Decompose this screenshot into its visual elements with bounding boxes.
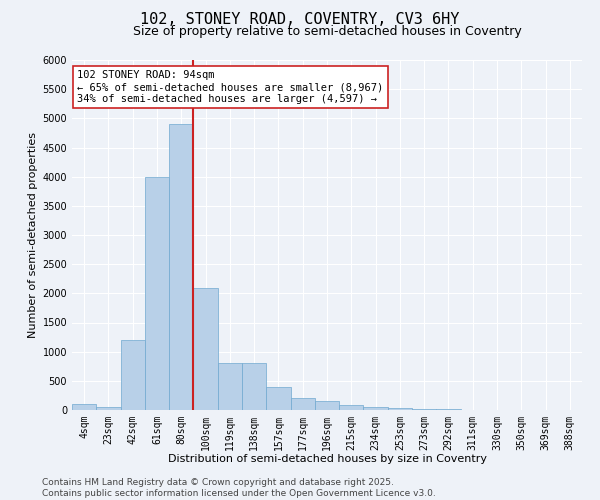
X-axis label: Distribution of semi-detached houses by size in Coventry: Distribution of semi-detached houses by … bbox=[167, 454, 487, 464]
Bar bbox=[242, 364, 266, 410]
Bar bbox=[145, 176, 169, 410]
Bar bbox=[364, 407, 388, 410]
Bar bbox=[290, 398, 315, 410]
Text: Contains HM Land Registry data © Crown copyright and database right 2025.
Contai: Contains HM Land Registry data © Crown c… bbox=[42, 478, 436, 498]
Text: 102 STONEY ROAD: 94sqm
← 65% of semi-detached houses are smaller (8,967)
34% of : 102 STONEY ROAD: 94sqm ← 65% of semi-det… bbox=[77, 70, 383, 104]
Bar bbox=[218, 364, 242, 410]
Y-axis label: Number of semi-detached properties: Number of semi-detached properties bbox=[28, 132, 38, 338]
Bar bbox=[266, 387, 290, 410]
Bar bbox=[96, 407, 121, 410]
Text: 102, STONEY ROAD, COVENTRY, CV3 6HY: 102, STONEY ROAD, COVENTRY, CV3 6HY bbox=[140, 12, 460, 28]
Bar bbox=[339, 404, 364, 410]
Bar bbox=[315, 401, 339, 410]
Bar bbox=[412, 409, 436, 410]
Bar bbox=[72, 404, 96, 410]
Bar bbox=[388, 408, 412, 410]
Bar bbox=[193, 288, 218, 410]
Bar bbox=[121, 340, 145, 410]
Title: Size of property relative to semi-detached houses in Coventry: Size of property relative to semi-detach… bbox=[133, 25, 521, 38]
Bar bbox=[169, 124, 193, 410]
